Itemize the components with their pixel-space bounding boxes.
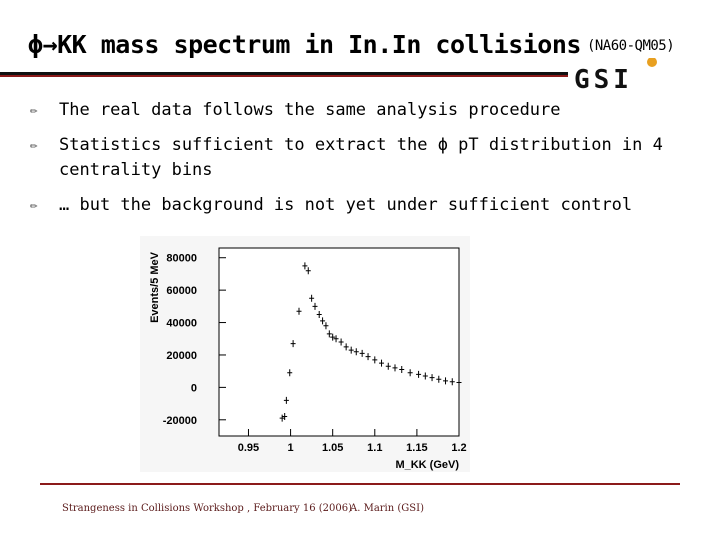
x-tick-label: 1.05 bbox=[322, 442, 343, 454]
bullet-text: The real data follows the same analysis … bbox=[59, 100, 561, 120]
bullet-text: Statistics sufficient to extract the ϕ p… bbox=[59, 135, 663, 180]
bullet-item: ✏ The real data follows the same analysi… bbox=[30, 98, 670, 123]
y-tick-label: 40000 bbox=[166, 318, 197, 330]
footer-right: A. Marin (GSI) bbox=[350, 503, 424, 514]
title-sub: (NA60-QM05) bbox=[587, 38, 674, 54]
gsi-logo: GSI bbox=[568, 58, 668, 92]
bullet-text: … but the background is not yet under su… bbox=[59, 195, 632, 215]
bullet-item: ✏ … but the background is not yet under … bbox=[30, 193, 670, 218]
y-tick-label: 0 bbox=[191, 382, 197, 394]
footer-left: Strangeness in Collisions Workshop , Feb… bbox=[62, 503, 352, 514]
y-tick-label: 20000 bbox=[166, 350, 197, 362]
slide-title: ϕ→KK mass spectrum in In.In collisions (N… bbox=[28, 30, 674, 59]
gsi-logo-text: GSI bbox=[574, 65, 633, 92]
pencil-icon: ✏ bbox=[30, 133, 38, 158]
x-axis-label: M_KK (GeV) bbox=[395, 459, 459, 471]
y-tick-label: -20000 bbox=[163, 415, 197, 427]
title-rule-accent bbox=[0, 75, 568, 77]
y-axis-label: Events/5 MeV bbox=[149, 251, 161, 323]
bullet-list: ✏ The real data follows the same analysi… bbox=[30, 98, 670, 228]
x-tick-label: 1 bbox=[288, 442, 294, 454]
x-tick-label: 1.2 bbox=[451, 442, 466, 454]
bullet-item: ✏ Statistics sufficient to extract the ϕ… bbox=[30, 133, 670, 183]
pencil-icon: ✏ bbox=[30, 98, 38, 123]
x-tick-label: 0.95 bbox=[238, 442, 259, 454]
title-main: ϕ→KK mass spectrum in In.In collisions bbox=[28, 30, 581, 59]
y-tick-label: 60000 bbox=[166, 285, 197, 297]
footer-rule bbox=[40, 483, 680, 485]
x-tick-label: 1.1 bbox=[367, 442, 382, 454]
pencil-icon: ✏ bbox=[30, 193, 38, 218]
gsi-logo-dot bbox=[647, 58, 657, 67]
y-tick-label: 80000 bbox=[166, 253, 197, 265]
mass-spectrum-chart: 0.95 1 1.05 1.1 1.15 1.2 -20000 0 20000 40000 6000… bbox=[140, 236, 470, 472]
plot-panel: 0.95 1 1.05 1.1 1.15 1.2 -20000 0 20000 40000 6000… bbox=[140, 236, 470, 472]
x-tick-label: 1.15 bbox=[406, 442, 427, 454]
